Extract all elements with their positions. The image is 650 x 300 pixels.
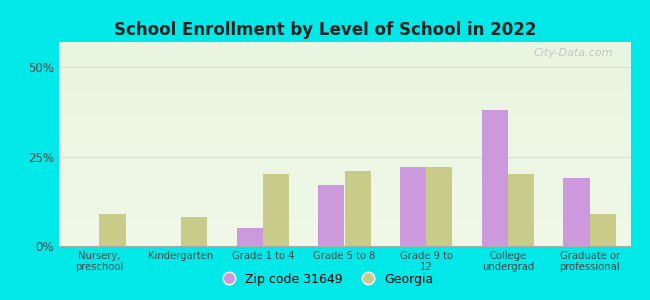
Bar [564, 178, 590, 246]
Bar [508, 174, 534, 246]
Bar [426, 167, 452, 246]
Bar [590, 214, 616, 246]
Bar [181, 218, 207, 246]
Text: School Enrollment by Level of School in 2022: School Enrollment by Level of School in … [114, 21, 536, 39]
Bar [400, 167, 426, 246]
Bar [318, 185, 344, 246]
Bar [482, 110, 508, 246]
Bar [237, 228, 263, 246]
Bar [344, 171, 370, 246]
Legend: Zip code 31649, Georgia: Zip code 31649, Georgia [211, 268, 439, 291]
Bar [263, 174, 289, 246]
Bar [99, 214, 125, 246]
Text: City-Data.com: City-Data.com [534, 48, 614, 58]
